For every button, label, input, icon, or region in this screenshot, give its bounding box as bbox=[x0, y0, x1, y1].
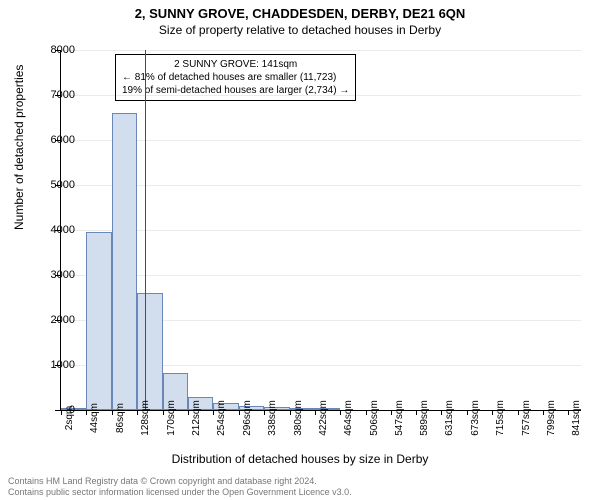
plot-area: 2 SUNNY GROVE: 141sqm ← 81% of detached … bbox=[60, 50, 581, 411]
gridline bbox=[61, 275, 581, 276]
x-tick-label: 464sqm bbox=[343, 400, 354, 436]
x-tick-label: 841sqm bbox=[571, 400, 582, 436]
gridline bbox=[61, 140, 581, 141]
gridline bbox=[61, 230, 581, 231]
y-tick-label: 1000 bbox=[35, 359, 75, 371]
y-tick-label: 4000 bbox=[35, 224, 75, 236]
x-tick bbox=[188, 410, 189, 415]
chart-subtitle: Size of property relative to detached ho… bbox=[0, 21, 600, 41]
x-tick bbox=[543, 410, 544, 415]
histogram-bar bbox=[137, 293, 162, 410]
annotation-line2: ← 81% of detached houses are smaller (11… bbox=[122, 71, 349, 84]
histogram-bar bbox=[112, 113, 137, 410]
x-tick bbox=[112, 410, 113, 415]
x-tick-label: 631sqm bbox=[444, 400, 455, 436]
x-tick-label: 338sqm bbox=[267, 400, 278, 436]
chart-title: 2, SUNNY GROVE, CHADDESDEN, DERBY, DE21 … bbox=[0, 0, 600, 21]
marker-line bbox=[145, 50, 146, 410]
y-tick-label: 2000 bbox=[35, 314, 75, 326]
x-tick bbox=[239, 410, 240, 415]
x-tick-label: 296sqm bbox=[242, 400, 253, 436]
footer-line2: Contains public sector information licen… bbox=[8, 487, 352, 498]
y-tick-label: 3000 bbox=[35, 269, 75, 281]
x-tick-label: 506sqm bbox=[369, 400, 380, 436]
x-tick-label: 673sqm bbox=[470, 400, 481, 436]
x-tick-label: 589sqm bbox=[419, 400, 430, 436]
gridline bbox=[61, 50, 581, 51]
y-tick-label: 5000 bbox=[35, 179, 75, 191]
x-tick bbox=[441, 410, 442, 415]
x-tick-label: 44sqm bbox=[89, 403, 100, 433]
histogram-bar bbox=[86, 232, 111, 410]
x-tick-label: 128sqm bbox=[140, 400, 151, 436]
y-tick-label: 8000 bbox=[35, 44, 75, 56]
x-tick-label: 799sqm bbox=[546, 400, 557, 436]
x-tick-label: 170sqm bbox=[166, 400, 177, 436]
x-tick-label: 254sqm bbox=[216, 400, 227, 436]
gridline bbox=[61, 95, 581, 96]
x-tick bbox=[391, 410, 392, 415]
x-tick-label: 86sqm bbox=[115, 403, 126, 433]
x-tick-label: 212sqm bbox=[191, 400, 202, 436]
y-tick-label: 7000 bbox=[35, 89, 75, 101]
x-tick bbox=[264, 410, 265, 415]
x-tick bbox=[213, 410, 214, 415]
x-tick-label: 2sqm bbox=[64, 406, 75, 430]
annotation-line1: 2 SUNNY GROVE: 141sqm bbox=[122, 58, 349, 71]
x-tick bbox=[366, 410, 367, 415]
gridline bbox=[61, 185, 581, 186]
annotation-box: 2 SUNNY GROVE: 141sqm ← 81% of detached … bbox=[115, 54, 356, 101]
x-tick-label: 715sqm bbox=[495, 400, 506, 436]
chart-container: 2, SUNNY GROVE, CHADDESDEN, DERBY, DE21 … bbox=[0, 0, 600, 500]
x-tick bbox=[163, 410, 164, 415]
footer: Contains HM Land Registry data © Crown c… bbox=[8, 476, 352, 499]
x-tick-label: 422sqm bbox=[318, 400, 329, 436]
x-tick bbox=[492, 410, 493, 415]
x-tick bbox=[86, 410, 87, 415]
y-tick-label: 6000 bbox=[35, 134, 75, 146]
x-tick-label: 547sqm bbox=[394, 400, 405, 436]
x-tick bbox=[568, 410, 569, 415]
x-tick-label: 757sqm bbox=[521, 400, 532, 436]
x-tick bbox=[467, 410, 468, 415]
x-tick bbox=[315, 410, 316, 415]
x-tick bbox=[416, 410, 417, 415]
x-tick bbox=[518, 410, 519, 415]
x-tick bbox=[290, 410, 291, 415]
footer-line1: Contains HM Land Registry data © Crown c… bbox=[8, 476, 352, 487]
x-tick bbox=[340, 410, 341, 415]
y-axis-label: Number of detached properties bbox=[12, 65, 26, 230]
x-axis-label: Distribution of detached houses by size … bbox=[0, 452, 600, 466]
x-tick-label: 380sqm bbox=[293, 400, 304, 436]
x-tick bbox=[137, 410, 138, 415]
